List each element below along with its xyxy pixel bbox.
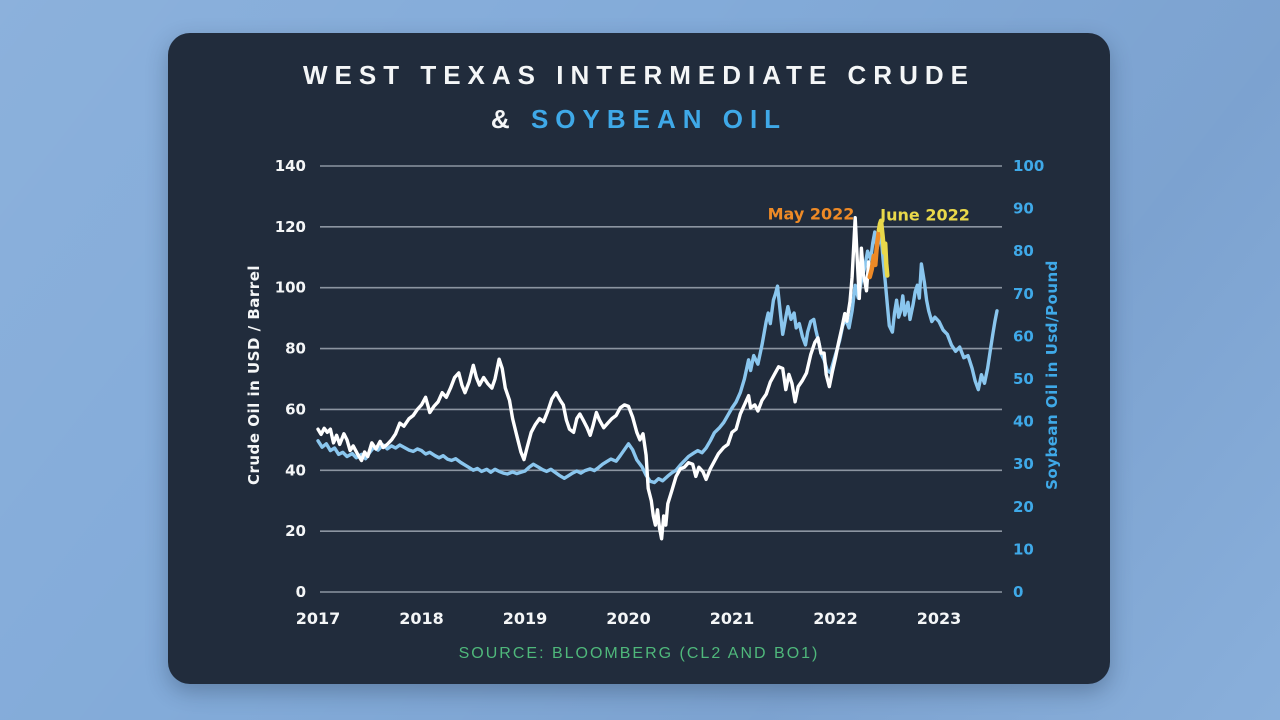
left-axis-tick-label: 80	[285, 340, 306, 358]
price-chart-svg: 0 20 40 60 80 100 120 140 0 10 20 30 40 50 60 70 80 90 100…	[275, 157, 1045, 628]
series-june-2022-highlight	[876, 218, 890, 278]
right-axis-tick-label: 70	[1013, 285, 1034, 303]
title-ampersand: &	[490, 104, 517, 134]
right-axis-tick-label: 10	[1013, 540, 1034, 558]
series-wti-crude-oil-cl2	[316, 215, 889, 541]
series-may-2022-highlight	[867, 227, 882, 280]
x-axis-year-label: 2020	[606, 609, 651, 628]
right-axis-tick-label: 100	[1013, 157, 1044, 175]
left-axis-tick-label: 40	[285, 461, 306, 479]
x-axis-year-label: 2018	[399, 609, 444, 628]
left-axis-tick-label: 0	[296, 583, 306, 601]
right-axis-tick-label: 0	[1013, 583, 1023, 601]
right-axis-tick-label: 90	[1013, 200, 1034, 218]
right-axis-tick-label: 40	[1013, 413, 1034, 431]
left-axis-tick-label: 120	[275, 218, 306, 236]
chart-card: WEST TEXAS INTERMEDIATE CRUDE & SOYBEAN …	[168, 33, 1110, 684]
title-soybean-oil: SOYBEAN OIL	[530, 104, 788, 134]
right-axis-tick-label: 30	[1013, 455, 1034, 473]
left-axis-tick-label: 60	[285, 400, 306, 418]
x-axis-year-label: 2022	[813, 609, 858, 628]
x-axis-year-label: 2021	[710, 609, 755, 628]
right-axis-tick-label: 60	[1013, 327, 1034, 345]
x-axis-year-label: 2017	[296, 609, 341, 628]
left-axis-tick-label: 20	[285, 522, 306, 540]
source-text: SOURCE: BLOOMBERG (CL2 AND BO1)	[458, 645, 820, 662]
x-axis-year-label: 2023	[917, 609, 962, 628]
left-axis-tick-label: 100	[275, 279, 306, 297]
right-axis-tick-label: 80	[1013, 242, 1034, 260]
page-title: WEST TEXAS INTERMEDIATE CRUDE	[303, 60, 975, 90]
annotation-may-2022: May 2022	[767, 204, 855, 224]
annotation-june-2022: June 2022	[880, 205, 970, 225]
left-axis-tick-label: 140	[275, 157, 306, 175]
page-subtitle: & SOYBEAN OIL	[168, 104, 1110, 135]
series-soybean-oil-bo1	[316, 230, 999, 485]
x-axis-year-label: 2019	[503, 609, 548, 628]
right-axis-tick-label: 20	[1013, 498, 1034, 516]
right-axis-tick-label: 50	[1013, 370, 1034, 388]
